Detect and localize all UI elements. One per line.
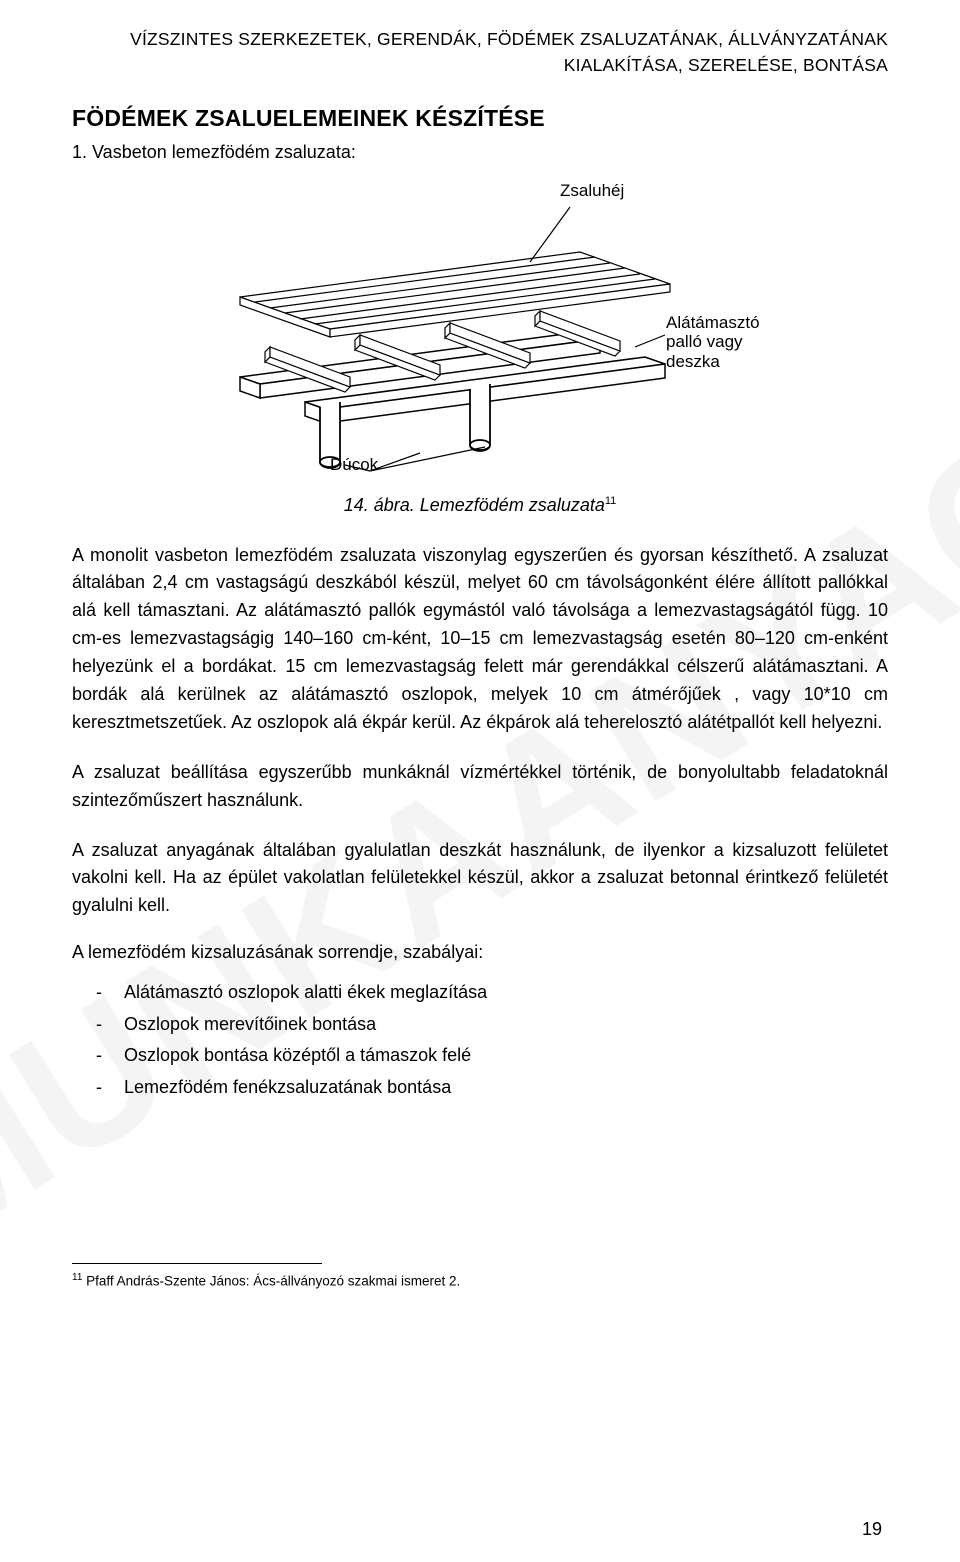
page: MUNKAANYAG VÍZSZINTES SZERKEZETEK, GEREN… xyxy=(0,0,960,1562)
header-line-1: VÍZSZINTES SZERKEZETEK, GERENDÁK, FÖDÉME… xyxy=(130,29,888,49)
figure-label-right-line1: Alátámasztó xyxy=(666,313,760,332)
section-subtitle: 1. Vasbeton lemezfödém zsaluzata: xyxy=(72,142,888,163)
caption-sup: 11 xyxy=(605,495,616,507)
paragraph-1: A monolit vasbeton lemezfödém zsaluzata … xyxy=(72,542,888,737)
list-item: Lemezfödém fenékzsaluzatának bontása xyxy=(124,1072,888,1104)
list-item: Oszlopok bontása középtől a támaszok fel… xyxy=(124,1040,888,1072)
figure-label-top: Zsaluhéj xyxy=(560,181,624,201)
figure-label-right-line2: palló vagy deszka xyxy=(666,332,743,371)
steps-list: Alátámasztó oszlopok alatti ékek meglazí… xyxy=(72,977,888,1103)
section-title: FÖDÉMEK ZSALUELEMEINEK KÉSZÍTÉSE xyxy=(72,105,888,132)
list-item: Oszlopok merevítőinek bontása xyxy=(124,1009,888,1041)
paragraph-2: A zsaluzat beállítása egyszerűbb munkákn… xyxy=(72,759,888,815)
list-item: Alátámasztó oszlopok alatti ékek meglazí… xyxy=(124,977,888,1009)
paragraph-3: A zsaluzat anyagának általában gyalulatl… xyxy=(72,837,888,921)
footnote-sup: 11 xyxy=(72,1272,82,1283)
figure-formwork: Zsaluhéj Alátámasztó palló vagy deszka D… xyxy=(170,177,790,487)
header-line-2: KIALAKÍTÁSA, SZERELÉSE, BONTÁSA xyxy=(564,55,888,75)
figure-caption: 14. ábra. Lemezfödém zsaluzata11 xyxy=(72,495,888,516)
footnote: 11 Pfaff András-Szente János: Ács-állván… xyxy=(72,1272,888,1289)
running-header: VÍZSZINTES SZERKEZETEK, GERENDÁK, FÖDÉME… xyxy=(72,26,888,79)
figure-label-bottom: Dúcok xyxy=(330,455,378,475)
footnote-rule xyxy=(72,1263,322,1264)
figure-label-right: Alátámasztó palló vagy deszka xyxy=(666,313,790,372)
page-number: 19 xyxy=(862,1519,882,1540)
list-intro: A lemezfödém kizsaluzásának sorrendje, s… xyxy=(72,942,888,963)
footnote-text: Pfaff András-Szente János: Ács-állványoz… xyxy=(82,1274,460,1289)
caption-text: 14. ábra. Lemezfödém zsaluzata xyxy=(344,495,605,515)
